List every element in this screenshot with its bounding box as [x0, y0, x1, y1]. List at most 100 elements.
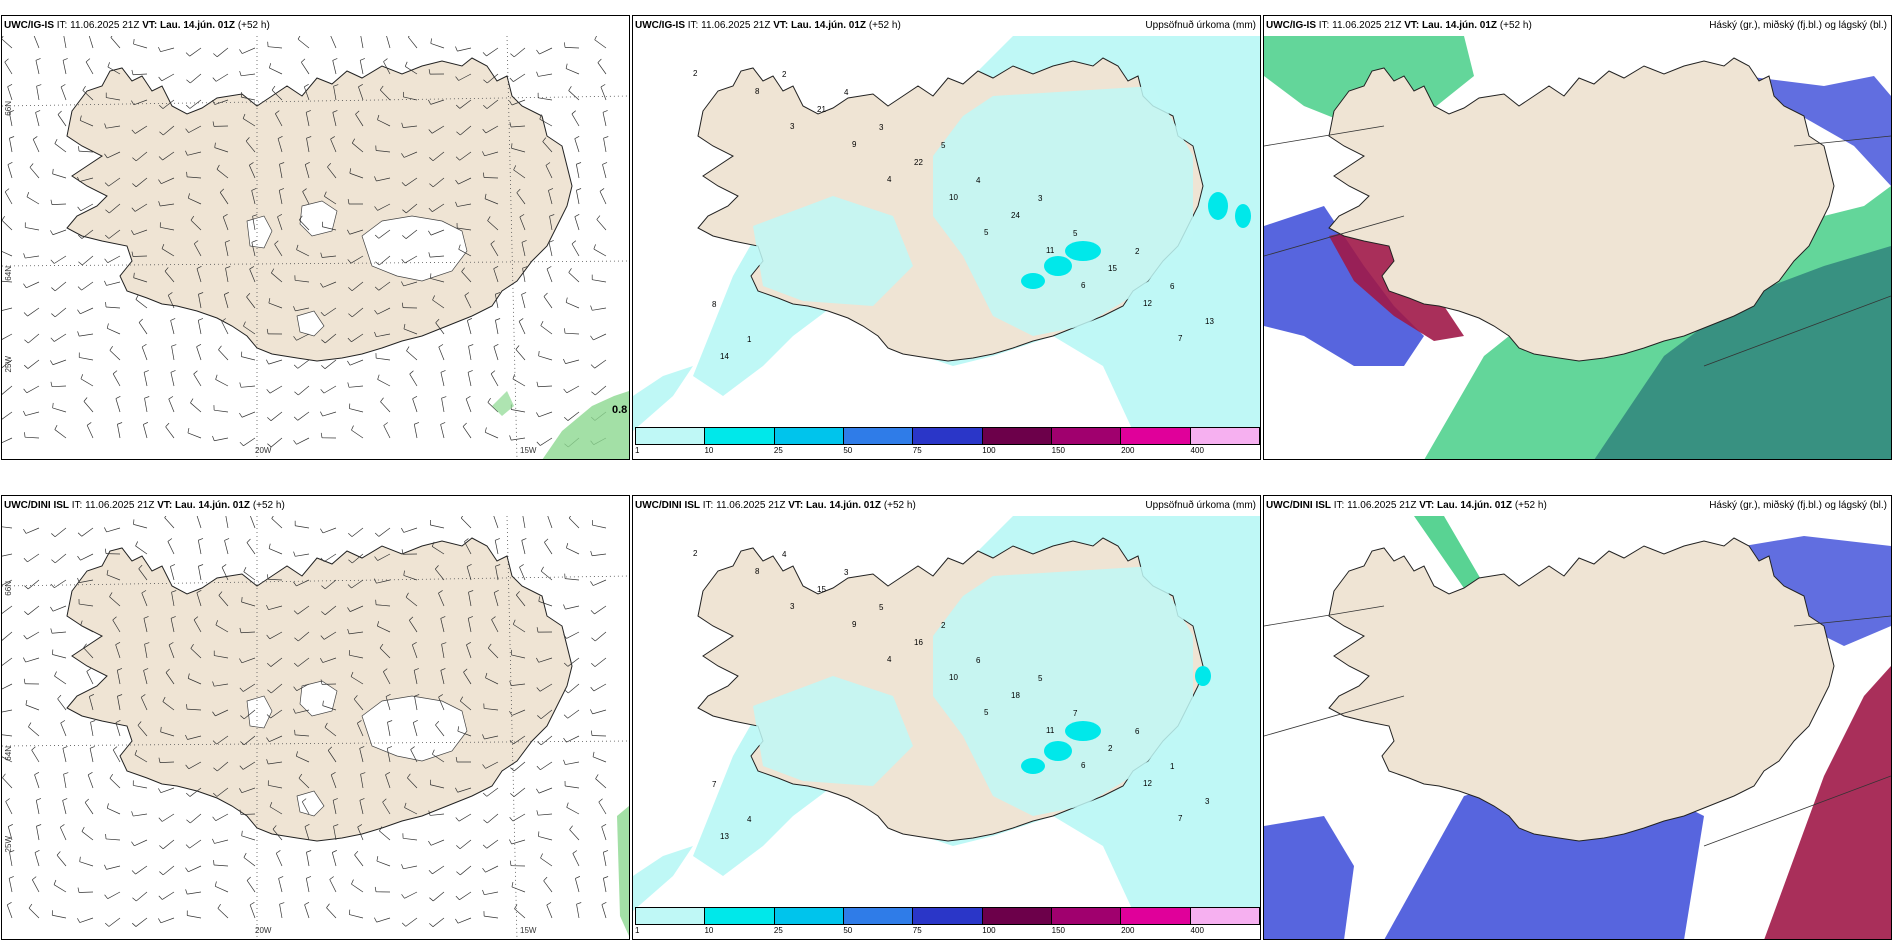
colorbar-tick: 25	[773, 446, 783, 455]
wind-barb	[221, 567, 229, 581]
wind-barb-feather	[105, 209, 110, 214]
wind-barb-feather	[387, 720, 393, 723]
wind-barb	[486, 839, 499, 849]
wind-barb-feather	[566, 543, 569, 549]
wind-barb	[576, 904, 580, 919]
wind-barb-feather	[383, 58, 388, 62]
wind-barb-feather	[601, 902, 607, 905]
wind-barb-feather	[385, 694, 391, 697]
wind-barb	[242, 118, 256, 127]
wind-barb-feather	[50, 628, 53, 634]
wind-barb	[463, 672, 472, 685]
wind-barb-feather	[267, 689, 272, 694]
wind-barb	[376, 579, 391, 584]
wind-barb-feather	[482, 867, 486, 873]
wind-barb-feather	[158, 895, 163, 900]
wind-barb	[566, 547, 580, 555]
wind-barb-feather	[249, 902, 255, 906]
wind-barb-feather	[320, 657, 324, 663]
wind-barb	[85, 61, 94, 75]
wind-barb-feather	[401, 527, 405, 533]
wind-barb	[414, 696, 418, 711]
wind-barb-feather	[187, 193, 190, 199]
wind-barb	[25, 657, 40, 663]
wind-barb	[241, 73, 256, 77]
it-label: IT:	[687, 20, 699, 31]
wind-barb-feather	[186, 819, 191, 824]
grid-label-lat-64: 64N	[4, 266, 13, 281]
wind-barb-feather	[160, 726, 162, 732]
colorbar-tick: 1	[635, 926, 640, 935]
wind-barb-feather	[104, 280, 107, 286]
wind-barb-feather	[597, 58, 602, 63]
wind-barb	[350, 605, 364, 612]
wind-barb-feather	[591, 391, 596, 396]
wind-barb	[214, 409, 229, 413]
wind-barb	[246, 880, 256, 893]
wind-barb	[51, 203, 67, 205]
wind-barb-feather	[221, 318, 226, 322]
projection-line	[1264, 125, 1385, 147]
wind-barb-feather	[509, 860, 512, 866]
wind-barb	[26, 281, 40, 289]
wind-barb-feather	[382, 798, 387, 803]
wind-barb-feather	[8, 824, 13, 827]
it-label: IT:	[56, 20, 68, 31]
wind-barb	[168, 644, 175, 659]
wind-barb	[548, 190, 553, 205]
wind-barb-feather	[223, 214, 228, 218]
wind-barb	[571, 113, 580, 127]
projection-line	[1264, 605, 1385, 627]
wind-barb	[188, 761, 202, 770]
wind-barb-feather	[375, 261, 380, 266]
init-time: 11.06.2025 21Z	[716, 500, 786, 511]
wind-barb-feather	[460, 516, 464, 519]
wind-barb-feather	[266, 604, 269, 610]
wind-barb	[513, 624, 526, 633]
wind-barb-feather	[456, 871, 461, 876]
wind-barb-feather	[455, 179, 459, 185]
wind-barb	[511, 886, 526, 893]
wind-barb	[79, 861, 94, 867]
wind-barb-feather	[131, 870, 136, 875]
projection-line	[1793, 135, 1891, 147]
cloud-map-panel-dini: UWC/DINI ISL IT: 11.06.2025 21Z VT: Lau.…	[1263, 495, 1892, 940]
wind-barb-feather	[456, 845, 461, 849]
wind-barb	[246, 542, 256, 555]
wind-barb	[215, 813, 229, 822]
wind-barb-feather	[170, 370, 176, 373]
wind-barb-feather	[212, 681, 215, 687]
wind-barb	[251, 242, 256, 257]
precip-value: 11	[1046, 726, 1055, 735]
wind-barb-feather	[82, 86, 86, 91]
wind-barb-feather	[104, 922, 110, 927]
wind-barb	[135, 125, 148, 134]
wind-barb-feather	[347, 259, 352, 264]
wind-barb-feather	[266, 359, 269, 365]
wind-barb-feather	[143, 668, 149, 671]
wind-barb	[133, 99, 148, 106]
grid-label-lat-64: 64N	[4, 746, 13, 761]
mid-cloud	[1264, 206, 1424, 366]
precip-cell	[1235, 204, 1251, 228]
wind-barb	[464, 295, 472, 309]
wind-barb-feather	[185, 889, 188, 895]
wind-barb	[269, 806, 283, 815]
wind-barb-feather	[432, 749, 435, 755]
wind-barb	[592, 756, 607, 763]
wind-barb	[350, 255, 364, 264]
wind-barb-feather	[601, 824, 607, 827]
wind-barb	[271, 89, 283, 101]
valid-time: Lau. 14.jún. 01Z	[1422, 20, 1498, 31]
colorbar-tick: 200	[1121, 926, 1135, 935]
wind-barb	[322, 281, 337, 288]
wind-barb	[379, 830, 391, 841]
wind-barb	[349, 914, 364, 919]
precip-value: 2	[1135, 247, 1140, 256]
glacier	[361, 215, 468, 282]
wind-barb-feather	[198, 564, 204, 567]
wind-barb-feather	[115, 642, 121, 646]
wind-barb-feather	[243, 567, 247, 572]
wind-barb-feather	[36, 84, 42, 87]
precip-value: 10	[949, 673, 958, 682]
